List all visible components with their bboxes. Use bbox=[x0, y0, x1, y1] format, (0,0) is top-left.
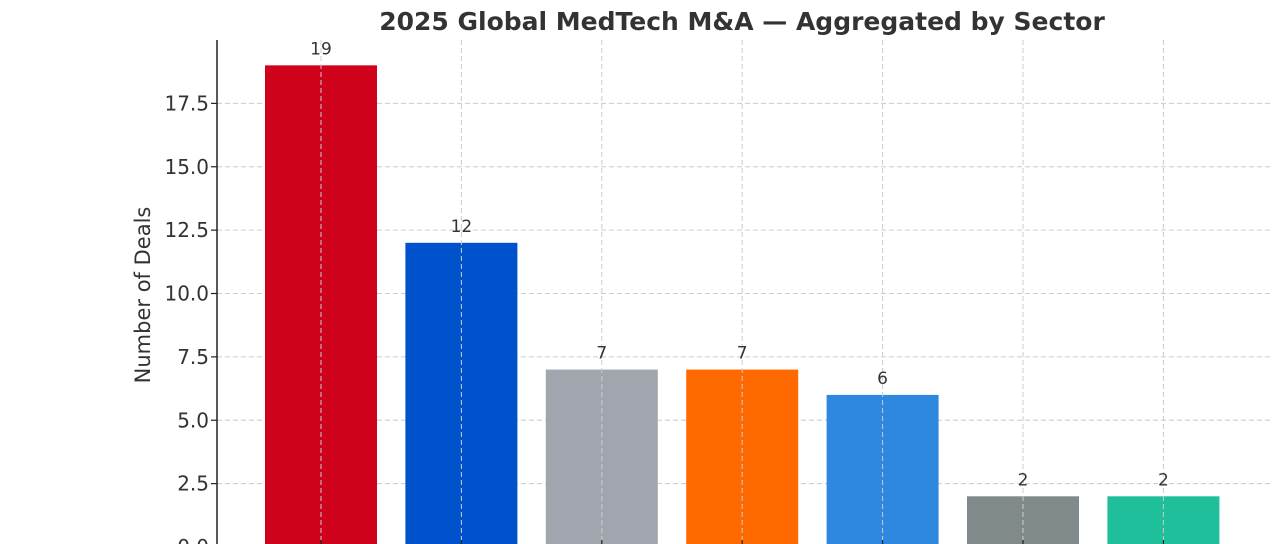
y-tick-label: 2.5 bbox=[177, 472, 209, 496]
y-tick-label: 0.0 bbox=[177, 535, 209, 544]
bar-value-label: 19 bbox=[310, 39, 332, 59]
bar-value-label: 2 bbox=[1158, 470, 1169, 490]
y-axis-ticks: 0.0 2.5 5.0 7.5 10.0 12.5 15.0 17.5 bbox=[164, 91, 217, 544]
y-tick-label: 17.5 bbox=[164, 91, 209, 115]
y-tick-label: 5.0 bbox=[177, 408, 209, 432]
y-tick-label: 10.0 bbox=[164, 282, 209, 306]
y-tick-label: 15.0 bbox=[164, 155, 209, 179]
y-tick-label: 12.5 bbox=[164, 218, 209, 242]
y-tick-label: 7.5 bbox=[177, 345, 209, 369]
bar-value-labels: 19 12 7 7 6 2 2 bbox=[310, 39, 1169, 490]
bar-value-label: 2 bbox=[1018, 470, 1029, 490]
chart-title: 2025 Global MedTech M&A — Aggregated by … bbox=[379, 7, 1105, 36]
vertical-grid-lines bbox=[320, 40, 1165, 544]
y-axis-label: Number of Deals bbox=[131, 207, 155, 384]
bar-value-label: 6 bbox=[877, 369, 888, 389]
bar-value-label: 7 bbox=[737, 344, 748, 364]
bar-value-label: 7 bbox=[596, 344, 607, 364]
bar-value-label: 12 bbox=[451, 217, 473, 237]
